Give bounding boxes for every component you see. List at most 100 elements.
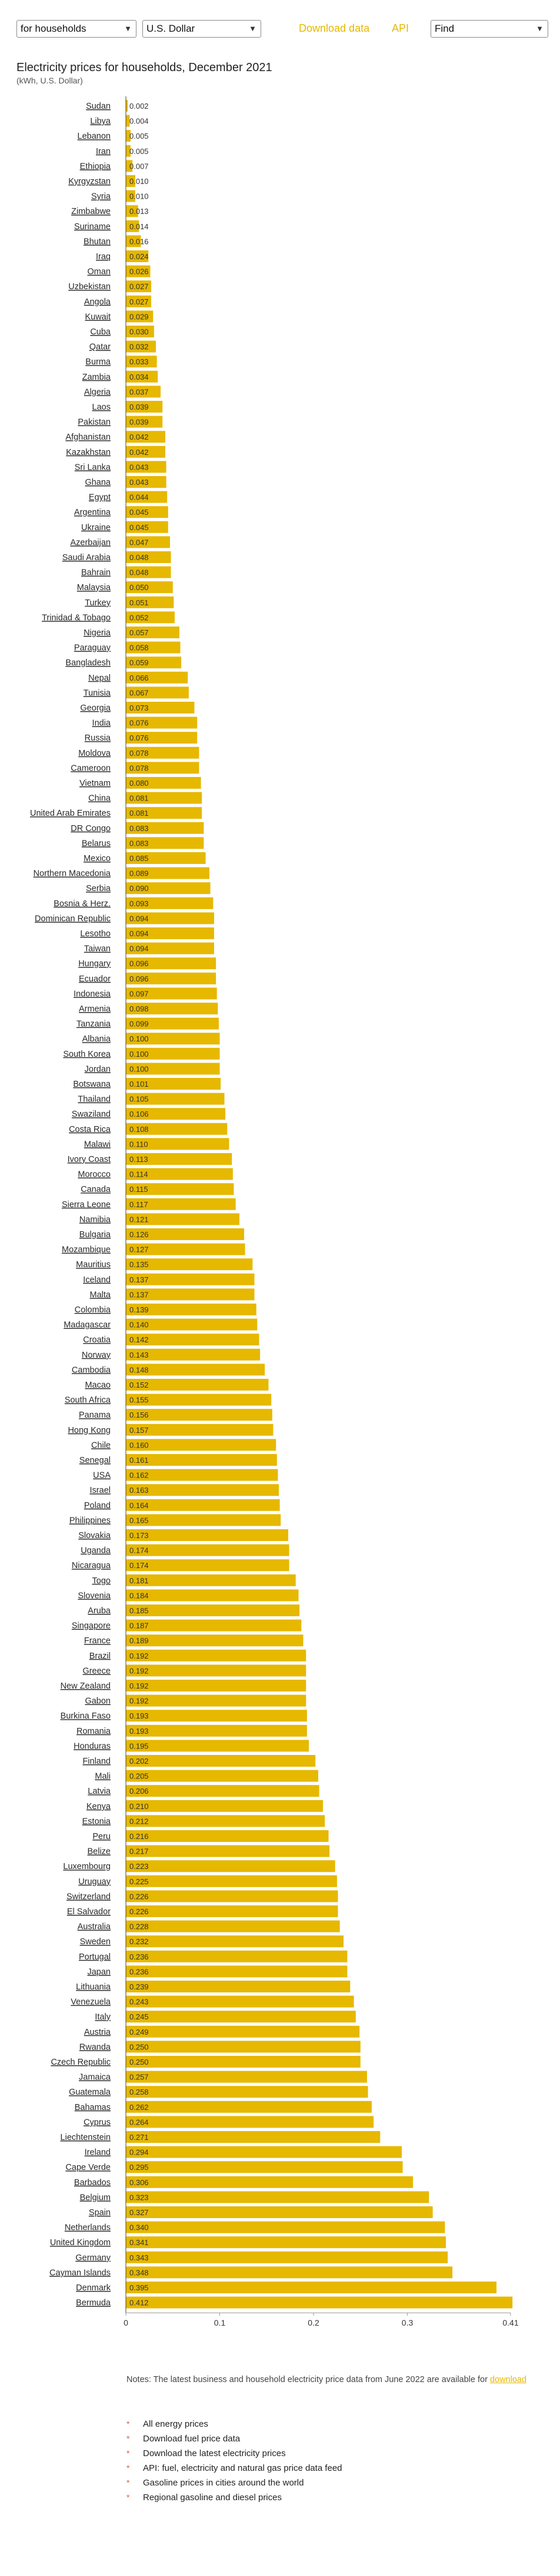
country-label[interactable]: Zambia [82, 373, 111, 382]
country-label[interactable]: Iceland [83, 1275, 111, 1285]
country-label[interactable]: Swaziland [72, 1110, 111, 1119]
related-link-item[interactable]: * All energy prices [126, 2417, 342, 2431]
country-label[interactable]: Bulgaria [79, 1230, 111, 1240]
country-label[interactable]: Paraguay [74, 644, 111, 653]
country-label[interactable]: Afghanistan [65, 433, 111, 442]
country-label[interactable]: Bahrain [81, 568, 111, 578]
country-label[interactable]: Finland [82, 1757, 111, 1766]
country-label[interactable]: Bermuda [76, 2299, 111, 2308]
country-label[interactable]: USA [93, 1471, 111, 1480]
country-label[interactable]: Croatia [83, 1335, 111, 1345]
country-label[interactable]: Malawi [84, 1140, 111, 1149]
country-label[interactable]: United Arab Emirates [30, 809, 111, 818]
country-label[interactable]: Hong Kong [68, 1426, 111, 1435]
country-label[interactable]: Kyrgyzstan [68, 177, 111, 186]
country-label[interactable]: Taiwan [84, 944, 111, 954]
country-label[interactable]: South Africa [65, 1396, 111, 1405]
country-label[interactable]: Tanzania [76, 1020, 111, 1029]
country-label[interactable]: Honduras [74, 1741, 111, 1751]
country-label[interactable]: Italy [95, 2012, 111, 2022]
country-label[interactable]: Hungary [78, 959, 111, 969]
country-label[interactable]: Spain [89, 2208, 111, 2217]
country-label[interactable]: Lesotho [80, 929, 111, 939]
related-link-item[interactable]: * Gasoline prices in cities around the wo… [126, 2475, 342, 2490]
country-label[interactable]: Brazil [89, 1652, 111, 1661]
country-label[interactable]: Ethiopia [80, 162, 111, 171]
country-label[interactable]: Bahamas [75, 2103, 111, 2112]
country-label[interactable]: Malaysia [77, 583, 111, 592]
country-label[interactable]: Togo [92, 1576, 111, 1586]
country-label[interactable]: Sweden [80, 1937, 111, 1947]
country-label[interactable]: Saudi Arabia [62, 553, 111, 562]
country-label[interactable]: Slovenia [78, 1591, 111, 1600]
country-label[interactable]: Mozambique [62, 1245, 111, 1255]
country-label[interactable]: Kuwait [85, 312, 111, 321]
country-label[interactable]: Jamaica [79, 2073, 111, 2082]
country-label[interactable]: Slovakia [78, 1531, 111, 1540]
country-label[interactable]: Venezuela [71, 1998, 111, 2007]
country-label[interactable]: China [88, 794, 111, 803]
country-label[interactable]: Iraq [96, 252, 111, 262]
country-label[interactable]: Costa Rica [69, 1125, 111, 1134]
country-label[interactable]: Mauritius [76, 1260, 111, 1269]
country-label[interactable]: Norway [82, 1351, 111, 1360]
country-label[interactable]: Thailand [78, 1095, 111, 1104]
country-label[interactable]: Estonia [82, 1817, 111, 1826]
country-label[interactable]: DR Congo [71, 824, 111, 833]
country-label[interactable]: Burma [85, 357, 111, 367]
country-label[interactable]: Rwanda [79, 2042, 111, 2052]
consumer-type-select[interactable]: for households ▼ [16, 20, 136, 38]
country-label[interactable]: Germany [75, 2253, 111, 2263]
country-label[interactable]: Indonesia [74, 989, 111, 999]
country-label[interactable]: Luxembourg [63, 1862, 111, 1871]
country-label[interactable]: India [92, 719, 111, 728]
country-label[interactable]: United Kingdom [50, 2238, 111, 2247]
country-label[interactable]: Senegal [79, 1456, 111, 1465]
country-label[interactable]: Liechtenstein [61, 2133, 111, 2142]
country-label[interactable]: Ecuador [79, 974, 111, 984]
country-label[interactable]: Morocco [78, 1170, 111, 1180]
country-label[interactable]: Algeria [84, 387, 111, 397]
country-label[interactable]: Guatemala [69, 2088, 111, 2097]
country-label[interactable]: Australia [78, 1922, 111, 1932]
country-label[interactable]: Aruba [88, 1606, 111, 1616]
country-label[interactable]: Trinidad & Tobago [42, 613, 111, 622]
country-label[interactable]: Georgia [80, 704, 111, 713]
country-label[interactable]: Sierra Leone [62, 1200, 111, 1210]
country-label[interactable]: Kenya [86, 1802, 111, 1811]
country-label[interactable]: Israel [90, 1486, 111, 1495]
country-label[interactable]: Romania [76, 1727, 111, 1736]
country-label[interactable]: Cape Verde [65, 2163, 111, 2172]
country-label[interactable]: Cayman Islands [49, 2268, 111, 2277]
country-label[interactable]: Bosnia & Herz. [54, 899, 111, 909]
country-label[interactable]: Libya [90, 117, 111, 126]
country-label[interactable]: Philippines [69, 1516, 111, 1525]
country-label[interactable]: Burkina Faso [61, 1711, 111, 1721]
country-label[interactable]: Singapore [72, 1622, 111, 1631]
country-label[interactable]: Zimbabwe [71, 207, 111, 216]
download-data-link[interactable]: Download data [299, 22, 370, 34]
country-label[interactable]: Turkey [85, 598, 111, 608]
country-label[interactable]: Cyprus [84, 2118, 111, 2127]
country-label[interactable]: Egypt [89, 493, 111, 503]
country-label[interactable]: Uganda [81, 1546, 111, 1556]
country-label[interactable]: Laos [92, 403, 111, 412]
country-label[interactable]: Belize [88, 1847, 111, 1857]
country-label[interactable]: South Korea [63, 1050, 111, 1059]
country-label[interactable]: Russia [85, 733, 111, 743]
country-label[interactable]: Canada [81, 1185, 111, 1194]
country-label[interactable]: Peru [92, 1832, 111, 1841]
country-label[interactable]: Vietnam [79, 779, 111, 788]
related-link-item[interactable]: * Download fuel price data [126, 2431, 342, 2446]
country-label[interactable]: Madagascar [64, 1321, 111, 1330]
country-label[interactable]: Malta [90, 1290, 111, 1299]
country-label[interactable]: Sri Lanka [75, 463, 111, 472]
country-label[interactable]: Tunisia [84, 688, 111, 698]
country-label[interactable]: Barbados [74, 2178, 111, 2188]
country-label[interactable]: Pakistan [78, 418, 111, 427]
currency-select[interactable]: U.S. Dollar ▼ [142, 20, 261, 38]
country-label[interactable]: Namibia [79, 1215, 111, 1224]
country-label[interactable]: Angola [84, 297, 111, 307]
country-label[interactable]: Sudan [86, 102, 111, 111]
country-label[interactable]: Macao [85, 1381, 111, 1390]
